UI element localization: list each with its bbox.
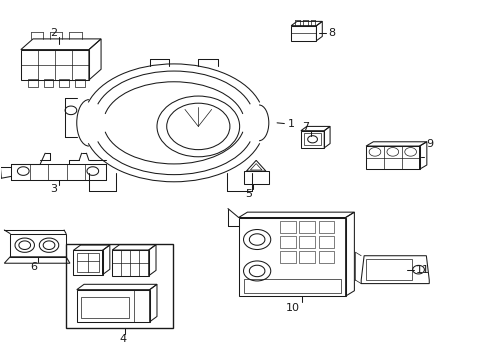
Bar — [366, 146, 419, 169]
Bar — [280, 251, 295, 263]
Text: 3: 3 — [50, 184, 57, 194]
Bar — [81, 297, 129, 318]
Text: 1: 1 — [287, 118, 295, 129]
Bar — [77, 253, 99, 272]
Bar — [66, 244, 173, 328]
Bar — [300, 131, 324, 148]
Text: 9: 9 — [425, 139, 432, 149]
Bar — [318, 251, 334, 263]
Bar — [10, 234, 66, 257]
Bar — [77, 290, 149, 322]
Bar — [112, 250, 148, 276]
Bar — [280, 236, 295, 248]
Text: 8: 8 — [327, 28, 335, 38]
Bar — [21, 50, 89, 80]
Text: 6: 6 — [30, 262, 37, 272]
Bar — [28, 79, 38, 87]
Bar — [280, 221, 295, 233]
Bar — [304, 133, 320, 145]
Text: 11: 11 — [415, 265, 429, 275]
Bar — [243, 279, 340, 293]
Bar — [318, 221, 334, 233]
Bar — [59, 79, 69, 87]
Text: 4: 4 — [119, 334, 126, 343]
Bar — [73, 250, 102, 275]
Text: 2: 2 — [50, 28, 58, 38]
Text: 10: 10 — [285, 302, 300, 312]
Bar — [299, 251, 314, 263]
Bar — [318, 236, 334, 248]
Bar — [299, 221, 314, 233]
Bar — [243, 171, 268, 184]
Bar — [43, 79, 53, 87]
Text: 7: 7 — [302, 122, 309, 132]
Bar — [290, 26, 316, 41]
Bar — [366, 259, 411, 280]
Bar — [238, 217, 345, 296]
Text: 5: 5 — [244, 189, 251, 199]
Bar — [299, 236, 314, 248]
Bar — [75, 79, 84, 87]
